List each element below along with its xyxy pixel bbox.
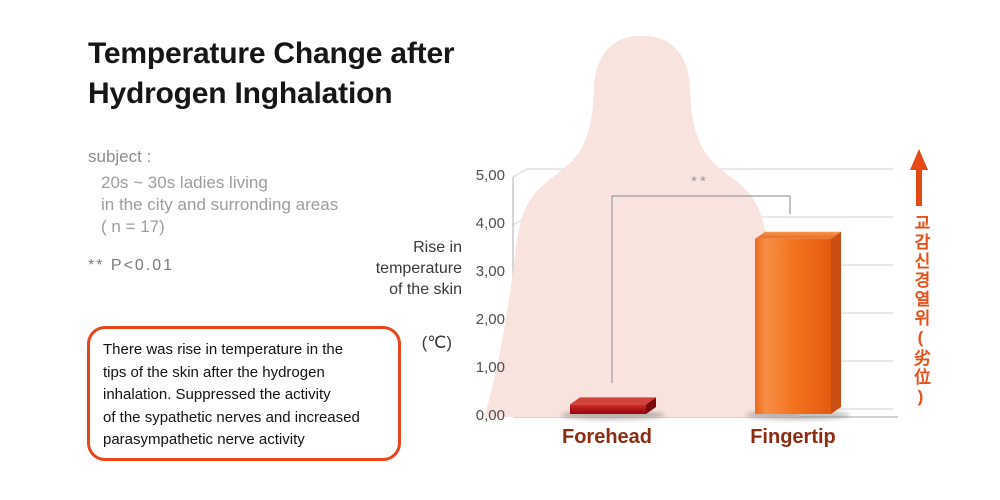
subject-details: 20s ~ 30s ladies living in the city and … [101, 173, 339, 236]
significance-bracket [611, 195, 791, 383]
y-tick-3: 3,00 [475, 263, 505, 280]
y-axis-title: Rise in temperature of the skin [375, 239, 462, 298]
y-tick-5: 5,00 [475, 167, 505, 184]
page-title: Temperature Change after Hydrogen Inghal… [88, 37, 455, 110]
y-tick-2: 2,00 [475, 311, 505, 328]
category-label-fingertip: Fingertip [750, 426, 836, 448]
significance-stars: ** [691, 173, 709, 190]
p-value-note: ** P<0.01 [88, 257, 175, 274]
y-tick-1: 1,00 [475, 359, 505, 376]
subject-label: subject : [88, 147, 152, 166]
up-arrow-icon [910, 149, 928, 206]
y-tick-0: 0,00 [475, 407, 505, 424]
korean-annotation: 교감신경열위(劣位) [911, 214, 930, 408]
bars-group [561, 231, 850, 420]
category-label-forehead: Forehead [561, 426, 653, 448]
y-axis-unit: (℃) [421, 333, 452, 352]
y-tick-4: 4,00 [475, 215, 505, 232]
woman-silhouette [484, 36, 800, 417]
summary-note-box: There was rise in temperature in the tip… [87, 326, 401, 461]
